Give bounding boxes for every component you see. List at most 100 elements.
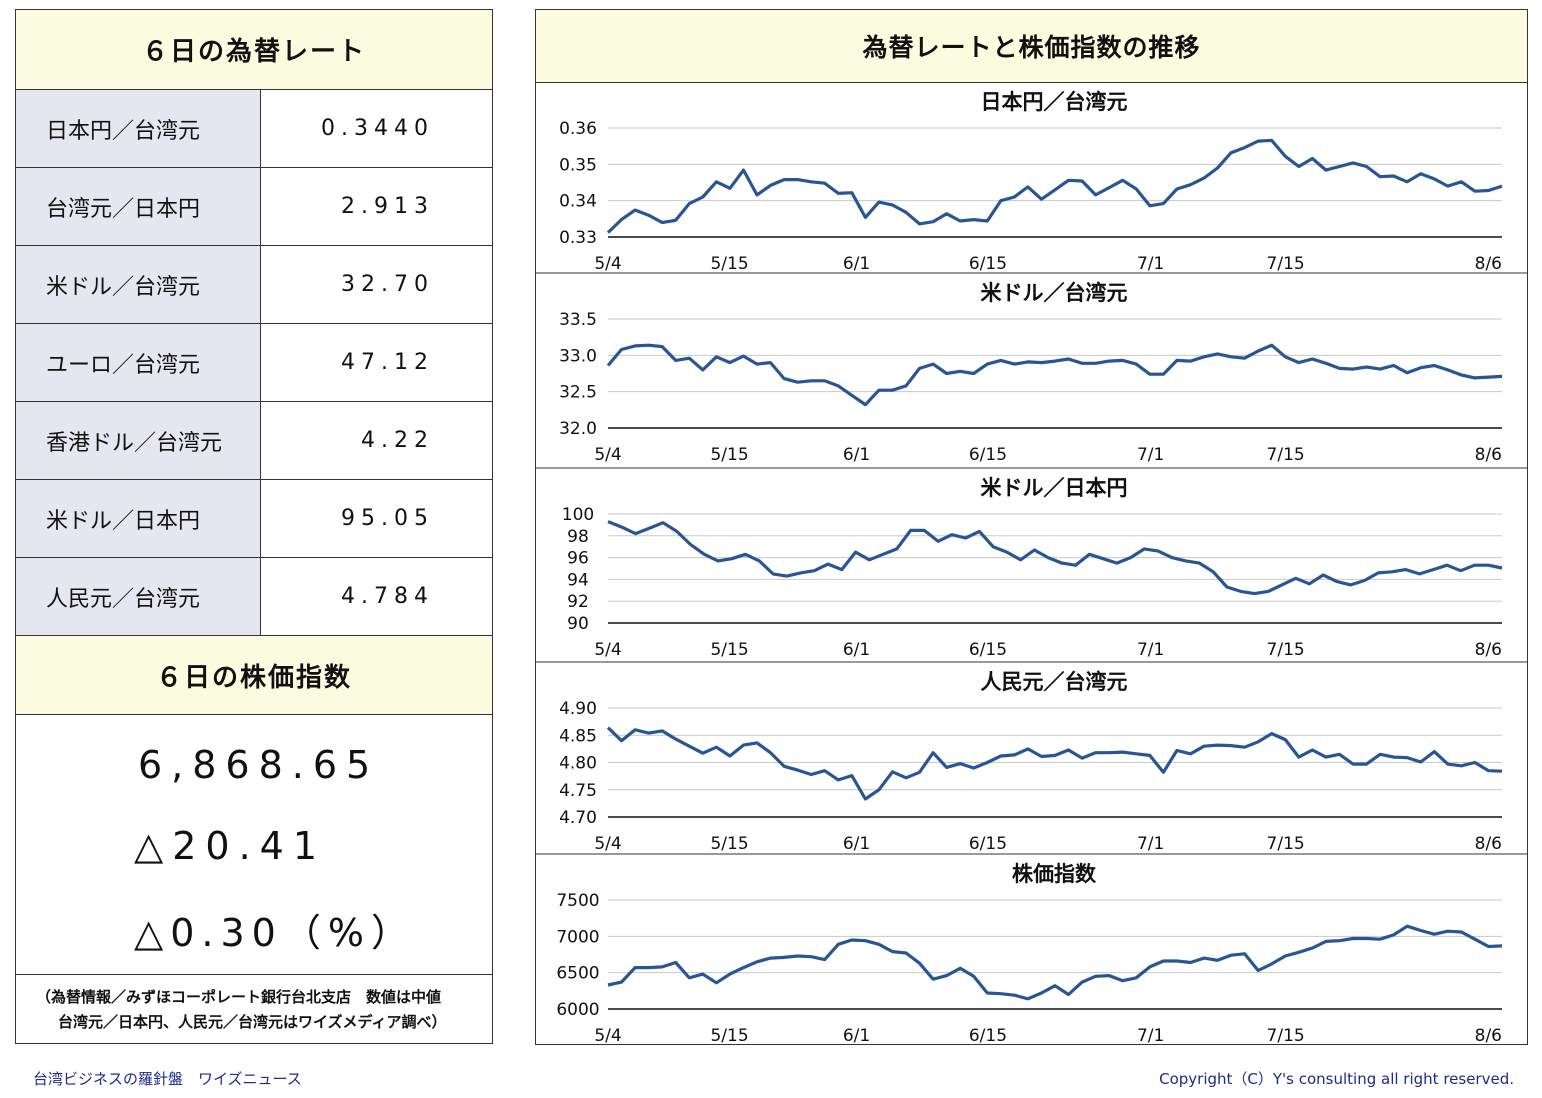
y-tick-label: 33.5 xyxy=(559,310,597,330)
y-tick-label: 0.36 xyxy=(559,119,597,139)
rate-label: 台湾元／日本円 xyxy=(16,167,261,246)
rate-row: 人民元／台湾元 4.784 xyxy=(16,557,492,635)
chart-panel: 株価指数 6000 6500 7000 7500 5/4 5/15 6/1 6/15 7/1 7/1… xyxy=(536,853,1527,1044)
series-line xyxy=(606,138,1503,234)
y-tick-label: 98 xyxy=(567,527,589,547)
x-tick-label: 7/15 xyxy=(1267,834,1305,854)
chart-title: 株価指数 xyxy=(1012,862,1097,886)
x-tick-label: 6/1 xyxy=(843,1026,870,1044)
chart-title: 人民元／台湾元 xyxy=(981,670,1128,694)
y-tick-label: 0.35 xyxy=(559,155,597,175)
y-tick-label: 32.5 xyxy=(559,383,597,403)
chart-title: 米ドル／台湾元 xyxy=(981,281,1128,305)
rate-value: 0.3440 xyxy=(260,89,492,168)
x-tick-label: 5/4 xyxy=(594,254,621,274)
series-line xyxy=(606,343,1503,407)
rate-value: 95.05 xyxy=(260,479,492,558)
x-tick-label: 6/15 xyxy=(969,1026,1007,1044)
rate-value: 47.12 xyxy=(260,323,492,402)
source-note: （為替情報／みずほコーポレート銀行台北支店 数値は中値 台湾元／日本円、人民元／… xyxy=(16,974,492,1035)
chart-title: 日本円／台湾元 xyxy=(981,90,1128,114)
x-tick-label: 5/15 xyxy=(710,254,748,274)
x-tick-label: 7/1 xyxy=(1137,640,1164,660)
x-tick-label: 5/4 xyxy=(594,445,621,465)
rate-label: ユーロ／台湾元 xyxy=(16,323,261,402)
y-tick-label: 90 xyxy=(567,614,589,634)
x-tick-label: 8/6 xyxy=(1475,1026,1502,1044)
rate-row: 米ドル／日本円 95.05 xyxy=(16,479,492,558)
rate-row: 台湾元／日本円 2.913 xyxy=(16,167,492,246)
stock-change: △20.41 xyxy=(134,824,327,868)
x-tick-label: 8/6 xyxy=(1475,834,1502,854)
y-tick-label: 0.34 xyxy=(559,192,597,212)
x-tick-label: 6/1 xyxy=(843,254,870,274)
rate-label: 人民元／台湾元 xyxy=(16,557,261,635)
rate-label: 米ドル／台湾元 xyxy=(16,245,261,324)
rates-title: ６日の為替レート xyxy=(16,10,492,89)
rate-value: 4.784 xyxy=(260,557,492,635)
y-tick-label: 4.90 xyxy=(559,699,597,719)
y-tick-label: 6500 xyxy=(556,964,599,984)
y-tick-label: 7000 xyxy=(556,927,599,947)
charts-area: 日本円／台湾元 0.33 0.34 0.35 0.36 5/4 5/15 6/1 6/15 7/1… xyxy=(536,90,1527,1044)
footer-copyright: Copyright（C）Y's consulting all right res… xyxy=(1159,1070,1514,1088)
rate-row: 日本円／台湾元 0.3440 xyxy=(16,89,492,168)
y-tick-label: 33.0 xyxy=(559,346,597,366)
x-tick-label: 7/15 xyxy=(1267,254,1305,274)
x-tick-label: 6/15 xyxy=(969,254,1007,274)
series-line xyxy=(606,726,1503,801)
source-note-line2: 台湾元／日本円、人民元／台湾元はワイズメディア調べ） xyxy=(58,1013,447,1031)
series-line xyxy=(607,924,1503,1001)
x-tick-label: 6/1 xyxy=(843,445,870,465)
x-tick-label: 7/15 xyxy=(1267,640,1305,660)
x-tick-label: 7/15 xyxy=(1267,445,1305,465)
chart-panel: 日本円／台湾元 0.33 0.34 0.35 0.36 5/4 5/15 6/1 6/15 7/1… xyxy=(559,90,1503,274)
rate-label: 米ドル／日本円 xyxy=(16,479,261,558)
rate-row: ユーロ／台湾元 47.12 xyxy=(16,323,492,402)
x-tick-label: 6/15 xyxy=(969,834,1007,854)
x-tick-label: 7/1 xyxy=(1137,445,1164,465)
y-tick-label: 92 xyxy=(567,592,589,612)
x-tick-label: 5/15 xyxy=(710,640,748,660)
x-tick-label: 5/4 xyxy=(594,640,621,660)
x-tick-label: 6/15 xyxy=(969,640,1007,660)
rates-table: 日本円／台湾元 0.3440 台湾元／日本円 2.913 米ドル／台湾元 32.70 ユーロ… xyxy=(16,89,492,635)
x-tick-label: 7/15 xyxy=(1267,1026,1305,1044)
x-tick-label: 6/1 xyxy=(843,834,870,854)
x-tick-label: 5/15 xyxy=(710,1026,748,1044)
x-tick-label: 7/1 xyxy=(1137,254,1164,274)
y-tick-label: 4.75 xyxy=(559,781,597,801)
footer-brand: 台湾ビジネスの羅針盤 ワイズニュース xyxy=(33,1070,302,1088)
y-tick-label: 4.85 xyxy=(559,726,597,746)
y-tick-label: 0.33 xyxy=(559,228,597,248)
right-panel: 為替レートと株価指数の推移 日本円／台湾元 0.33 0.34 0.35 0.36 5/4… xyxy=(535,9,1528,1045)
x-tick-label: 7/1 xyxy=(1137,1026,1164,1044)
left-panel: ６日の為替レート 日本円／台湾元 0.3440 台湾元／日本円 2.913 米ドル／台湾… xyxy=(15,9,493,1044)
stock-change-pct: △0.30（%） xyxy=(134,911,416,955)
x-tick-label: 5/15 xyxy=(710,834,748,854)
rate-value: 32.70 xyxy=(260,245,492,324)
chart-panel: 人民元／台湾元 4.70 4.75 4.80 4.85 4.90 5/4 5/15 6/1 6/1… xyxy=(536,661,1527,854)
rate-label: 香港ドル／台湾元 xyxy=(16,401,261,480)
x-tick-label: 8/6 xyxy=(1475,445,1502,465)
x-tick-label: 8/6 xyxy=(1475,640,1502,660)
y-tick-label: 4.80 xyxy=(559,754,597,774)
chart-title: 米ドル／日本円 xyxy=(981,476,1128,500)
rate-value: 2.913 xyxy=(260,167,492,246)
x-tick-label: 5/4 xyxy=(594,834,621,854)
rate-row: 米ドル／台湾元 32.70 xyxy=(16,245,492,324)
chart-panel: 米ドル／台湾元 32.0 32.5 33.0 33.5 5/4 5/15 6/1 6/15 7/1… xyxy=(536,272,1527,465)
x-tick-label: 7/1 xyxy=(1137,834,1164,854)
y-tick-label: 32.0 xyxy=(559,419,597,439)
rate-value: 4.22 xyxy=(260,401,492,480)
rate-row: 香港ドル／台湾元 4.22 xyxy=(16,401,492,480)
stock-value: 6,868.65 xyxy=(138,743,380,787)
stock-title: ６日の株価指数 xyxy=(16,635,492,715)
x-tick-label: 5/15 xyxy=(710,445,748,465)
x-tick-label: 6/1 xyxy=(843,640,870,660)
trend-title: 為替レートと株価指数の推移 xyxy=(536,10,1527,83)
y-tick-label: 94 xyxy=(567,570,589,590)
series-line xyxy=(607,520,1503,596)
y-tick-label: 100 xyxy=(562,505,594,525)
y-tick-label: 6000 xyxy=(556,1000,599,1020)
